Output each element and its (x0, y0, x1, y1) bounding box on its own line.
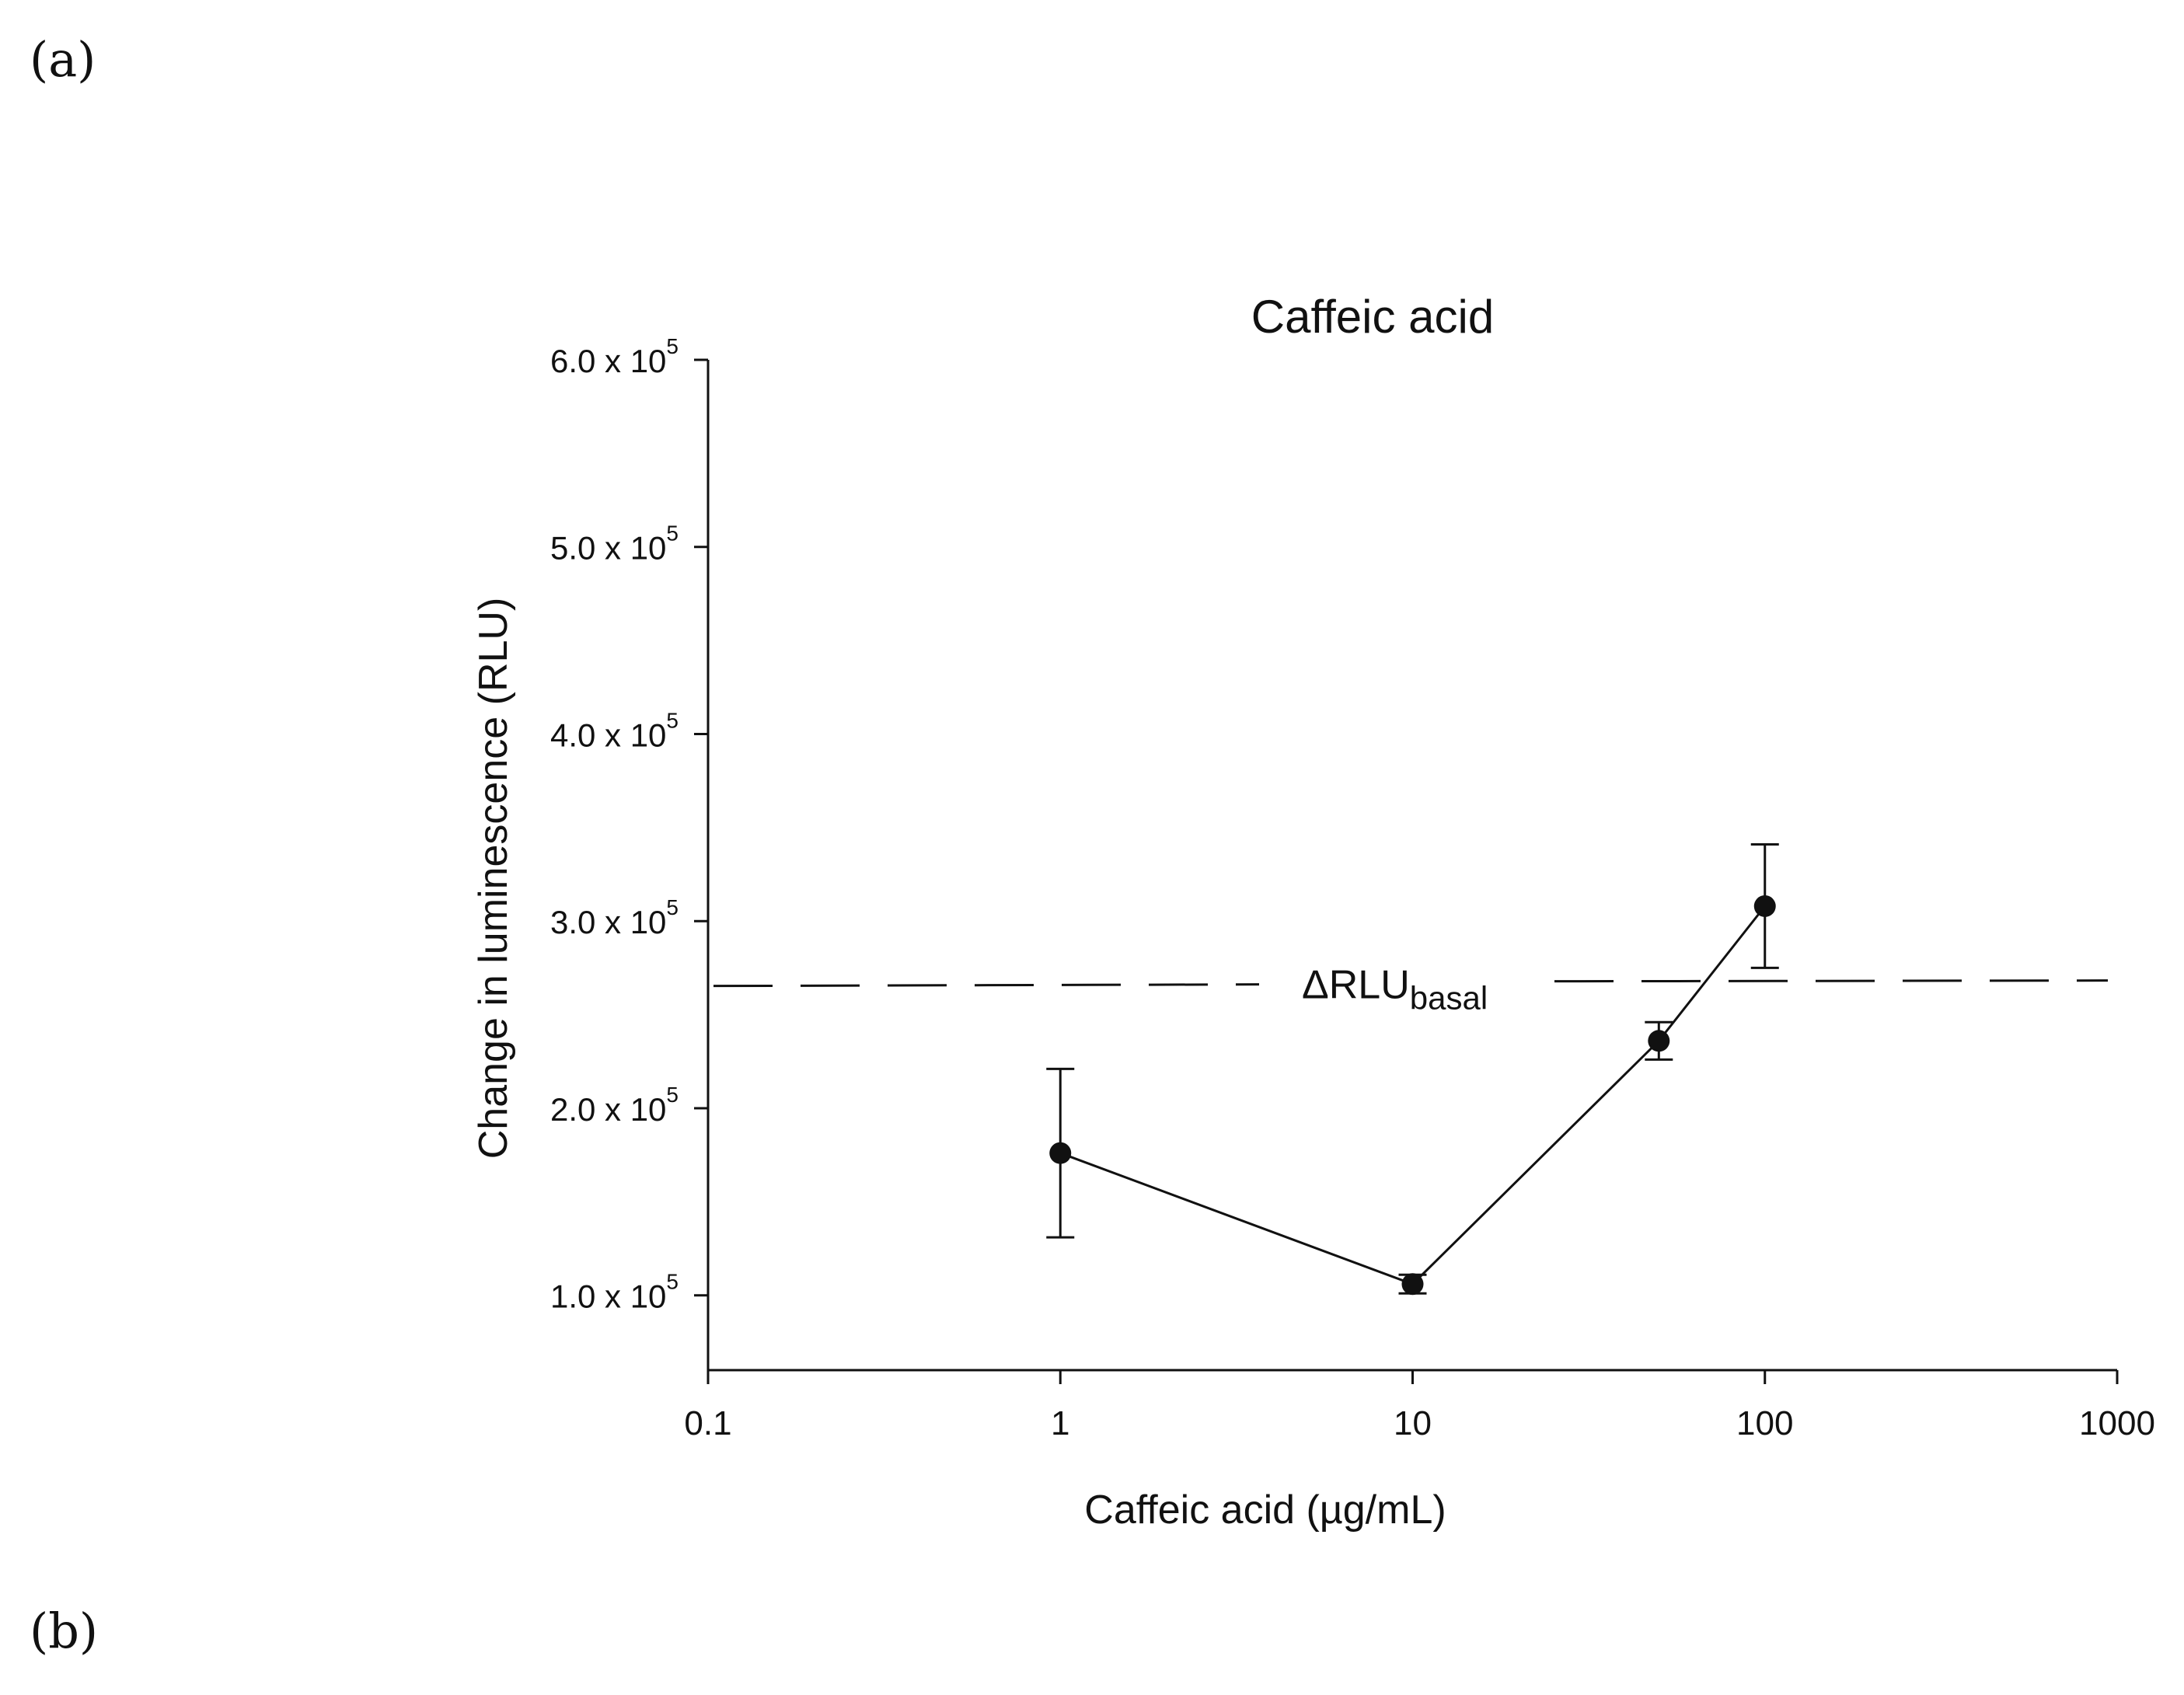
panel-label-a: (a) (30, 31, 96, 88)
y-tick-label: 1.0 x 105 (550, 1270, 679, 1315)
x-tick-label: 10 (1394, 1404, 1432, 1442)
y-tick-exponent: 5 (666, 1270, 679, 1294)
data-point (1401, 1273, 1424, 1296)
y-tick-mantissa: 6.0 x 10 (550, 343, 666, 379)
y-tick-mantissa: 4.0 x 10 (550, 717, 666, 753)
x-tick-label: 0.1 (684, 1404, 731, 1442)
y-tick-mantissa: 1.0 x 10 (550, 1278, 666, 1315)
x-axis-label: Caffeic acid (µg/mL) (1084, 1487, 1446, 1533)
y-tick-label: 2.0 x 105 (550, 1083, 679, 1128)
chart-title: Caffeic acid (1251, 291, 1494, 343)
y-tick-mantissa: 3.0 x 10 (550, 904, 666, 940)
y-tick-label: 5.0 x 105 (550, 521, 679, 567)
reference-line-group: ΔRLUbasal (713, 963, 2109, 1017)
x-tick-label: 100 (1736, 1404, 1793, 1442)
series-group (1046, 843, 1779, 1296)
data-point (1648, 1030, 1670, 1052)
reference-line-right (1554, 979, 2109, 983)
y-tick-label: 6.0 x 105 (550, 334, 679, 379)
panel-label-b: (b) (30, 1603, 99, 1659)
data-point (1049, 1142, 1072, 1164)
x-tick-label: 1 (1051, 1404, 1069, 1442)
y-tick-exponent: 5 (666, 334, 679, 358)
x-tick-label: 1000 (2079, 1404, 2155, 1442)
y-axis-label: Change in luminescence (RLU) (471, 598, 516, 1160)
data-point (1753, 895, 1776, 917)
reference-line-left (713, 983, 1260, 988)
y-tick-exponent: 5 (666, 708, 679, 732)
y-tick-label: 3.0 x 105 (550, 895, 679, 940)
y-tick-exponent: 5 (666, 895, 679, 919)
y-tick-mantissa: 5.0 x 10 (550, 530, 666, 567)
y-tick-label: 4.0 x 105 (550, 708, 679, 753)
y-tick-exponent: 5 (666, 521, 679, 546)
y-tick-exponent: 5 (666, 1083, 679, 1107)
y-tick-mantissa: 2.0 x 10 (550, 1091, 666, 1128)
reference-label-subscript: basal (1410, 980, 1488, 1017)
reference-label-main: ΔRLU (1302, 963, 1410, 1008)
series-line (1059, 905, 1766, 1286)
reference-line-label: ΔRLUbasal (1302, 963, 1488, 1017)
